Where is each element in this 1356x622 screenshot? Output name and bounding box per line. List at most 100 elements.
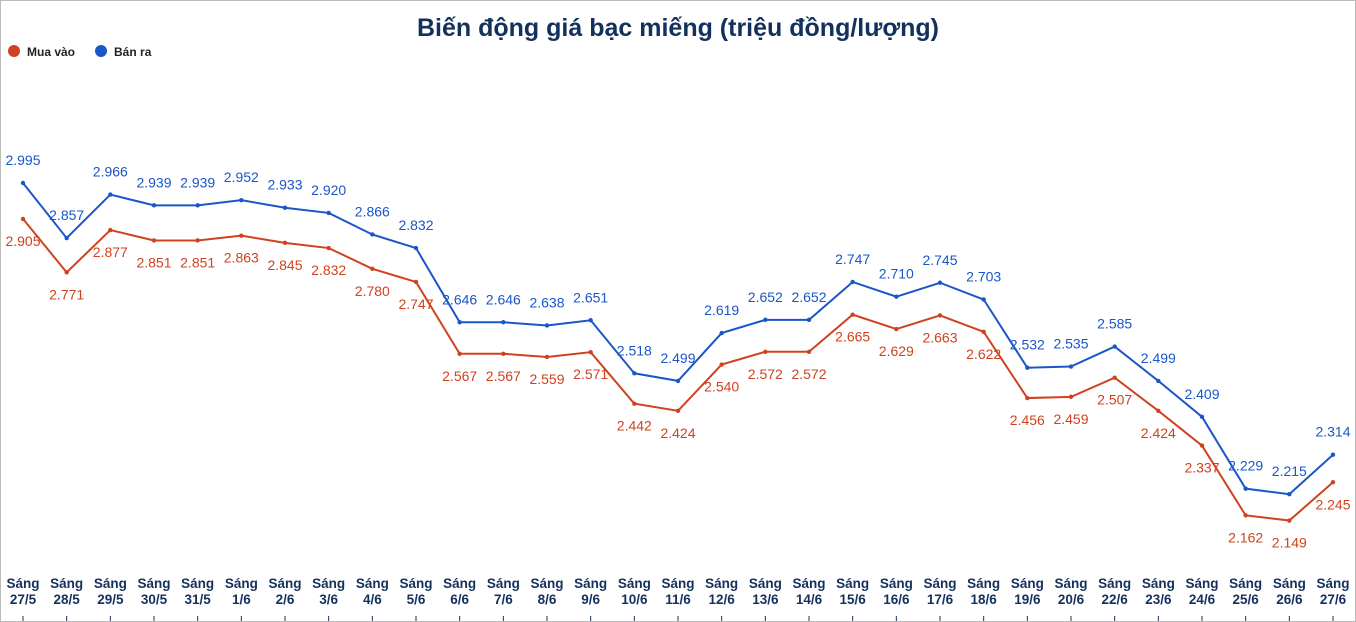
data-label: 2.665 bbox=[835, 329, 870, 345]
data-point bbox=[108, 192, 113, 197]
data-point bbox=[544, 354, 550, 360]
data-label: 2.663 bbox=[922, 329, 957, 345]
x-tick-label: Sáng 15/6 bbox=[836, 576, 870, 607]
x-tick-label: Sáng 1/6 bbox=[224, 576, 258, 607]
legend-label: Bán ra bbox=[114, 45, 152, 59]
data-point bbox=[894, 326, 899, 332]
data-point bbox=[326, 210, 331, 216]
x-tick-label: Sáng 5/6 bbox=[399, 576, 433, 607]
x-tick-label: Sáng 20/6 bbox=[1054, 576, 1088, 607]
data-point bbox=[239, 197, 244, 203]
x-tick-label: Sáng 7/6 bbox=[486, 576, 520, 607]
data-label: 2.622 bbox=[966, 346, 1001, 362]
legend-marker bbox=[95, 45, 108, 57]
data-label: 2.646 bbox=[442, 291, 477, 307]
data-point bbox=[1330, 480, 1336, 485]
data-label: 2.933 bbox=[267, 177, 302, 193]
x-tick-label: Sáng 18/6 bbox=[967, 576, 1001, 607]
x-tick-label: Sáng 30/5 bbox=[137, 576, 171, 607]
data-label: 2.851 bbox=[180, 254, 215, 270]
data-label: 2.424 bbox=[1141, 425, 1176, 441]
x-tick-label: Sáng 10/6 bbox=[617, 576, 651, 607]
data-point bbox=[64, 270, 69, 275]
data-label: 2.857 bbox=[49, 207, 84, 223]
x-tick-label: Sáng 19/6 bbox=[1010, 576, 1044, 607]
data-point bbox=[937, 280, 943, 285]
data-label: 2.535 bbox=[1053, 336, 1088, 352]
data-point bbox=[675, 408, 681, 414]
x-tick-label: Sáng 27/5 bbox=[6, 576, 40, 607]
data-point bbox=[763, 349, 768, 354]
data-point bbox=[282, 240, 288, 246]
data-label: 2.532 bbox=[1010, 337, 1045, 353]
data-point bbox=[632, 371, 637, 376]
data-point bbox=[370, 232, 375, 237]
series-line bbox=[22, 182, 1334, 496]
data-label: 2.499 bbox=[660, 350, 695, 366]
data-point bbox=[1330, 452, 1336, 457]
x-tick-label: Sáng 31/5 bbox=[181, 576, 215, 607]
data-label: 2.646 bbox=[486, 291, 521, 307]
data-label: 2.314 bbox=[1315, 424, 1350, 440]
data-point bbox=[239, 233, 244, 238]
data-label: 2.952 bbox=[224, 169, 259, 185]
data-point bbox=[20, 216, 26, 222]
data-label: 2.456 bbox=[1010, 412, 1045, 428]
data-point bbox=[1156, 378, 1161, 384]
data-point bbox=[1287, 492, 1292, 497]
data-label: 2.567 bbox=[442, 368, 477, 384]
data-label: 2.567 bbox=[486, 368, 521, 384]
data-label: 2.905 bbox=[5, 233, 40, 249]
data-label: 2.939 bbox=[136, 174, 171, 190]
data-label: 2.638 bbox=[529, 294, 564, 310]
data-label: 2.559 bbox=[529, 371, 564, 387]
data-label: 2.540 bbox=[704, 379, 739, 395]
data-point bbox=[370, 266, 375, 271]
data-label: 2.703 bbox=[966, 269, 1001, 285]
legend-marker bbox=[8, 45, 20, 57]
data-label: 2.162 bbox=[1228, 529, 1263, 545]
data-label: 2.424 bbox=[660, 425, 695, 441]
data-point bbox=[850, 279, 855, 285]
x-tick-label: Sáng 23/6 bbox=[1141, 576, 1175, 607]
x-tick-label: Sáng 24/6 bbox=[1185, 576, 1219, 607]
data-point bbox=[195, 203, 200, 208]
data-label: 2.215 bbox=[1272, 463, 1307, 479]
x-tick-label: Sáng 9/6 bbox=[574, 576, 608, 607]
x-tick-label: Sáng 25/6 bbox=[1229, 576, 1263, 607]
series-line bbox=[22, 218, 1334, 522]
data-label: 2.745 bbox=[922, 252, 957, 268]
data-point bbox=[151, 238, 157, 243]
data-point bbox=[413, 279, 419, 285]
data-point bbox=[20, 180, 26, 186]
data-label: 2.572 bbox=[748, 366, 783, 382]
data-point bbox=[1025, 395, 1030, 401]
data-label: 2.747 bbox=[835, 251, 870, 267]
data-label: 2.518 bbox=[617, 342, 652, 358]
x-tick-label: Sáng 28/5 bbox=[50, 576, 84, 607]
data-point bbox=[1199, 414, 1205, 420]
data-label: 2.939 bbox=[180, 174, 215, 190]
x-tick-label: Sáng 11/6 bbox=[661, 576, 695, 607]
data-label: 2.995 bbox=[5, 152, 40, 168]
data-point bbox=[457, 320, 462, 325]
x-tick-label: Sáng 3/6 bbox=[312, 576, 346, 607]
data-label: 2.229 bbox=[1228, 458, 1263, 474]
data-label: 2.845 bbox=[267, 257, 302, 273]
data-point bbox=[675, 378, 681, 384]
data-label: 2.651 bbox=[573, 289, 608, 305]
data-point bbox=[937, 313, 943, 318]
data-label: 2.832 bbox=[311, 262, 346, 278]
x-tick-label: Sáng 13/6 bbox=[748, 576, 782, 607]
data-label: 2.920 bbox=[311, 182, 346, 198]
data-point bbox=[763, 317, 768, 323]
data-point bbox=[544, 323, 550, 328]
data-label: 2.585 bbox=[1097, 316, 1132, 332]
data-point bbox=[806, 317, 812, 323]
data-label: 2.771 bbox=[49, 286, 84, 302]
data-label: 2.459 bbox=[1053, 411, 1088, 427]
x-tick-label: Sáng 8/6 bbox=[530, 576, 564, 607]
